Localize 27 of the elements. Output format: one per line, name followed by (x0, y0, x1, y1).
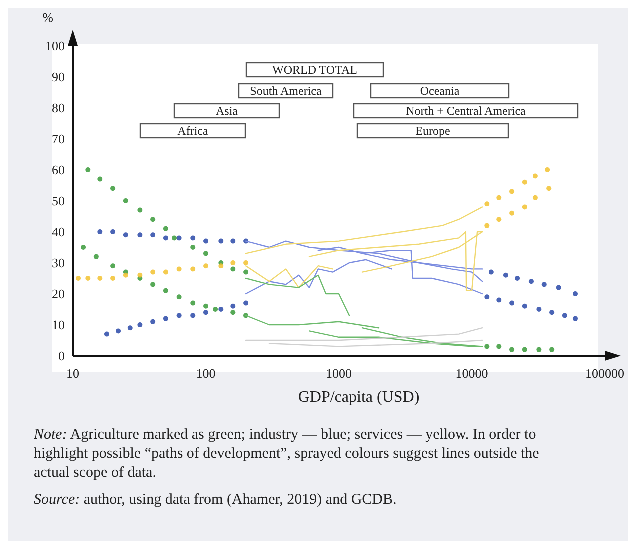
x-tick-label: 100000 (586, 366, 624, 381)
annotation: North + Central America (406, 104, 527, 118)
y-tick-label: 20 (52, 286, 65, 302)
annotation: Asia (216, 104, 239, 118)
annotation: WORLD TOTAL (272, 63, 358, 78)
x-axis-title: GDP/capita (USD) (298, 389, 420, 406)
y-tick-label: 100 (46, 38, 65, 54)
y-tick-label: 50 (52, 194, 65, 209)
x-tick-label: 100 (196, 366, 216, 381)
x-tick-label: 10 (66, 366, 80, 381)
source-note: Source: author, using data from (Ahamer, 2019) and GCDB. (34, 491, 398, 510)
y-tick-label: 40 (52, 224, 65, 240)
y-axis-title: % (42, 10, 54, 25)
y-tick-label: 70 (52, 132, 65, 147)
x-tick-label: 10000 (456, 366, 488, 381)
annotation: Europe (416, 124, 450, 138)
annotation: Oceania (420, 84, 460, 98)
y-tick-label: 10 (52, 318, 65, 333)
annotation: South America (250, 84, 322, 98)
y-tick-label: 30 (52, 256, 65, 271)
y-tick-label: 90 (52, 70, 65, 85)
y-tick-label: 60 (52, 162, 65, 178)
y-tick-label: 80 (52, 100, 65, 116)
x-tick-label: 1000 (326, 366, 352, 381)
text: Note: Agriculture marked as green; industry — blue; services — yellow. In order to highlight possible “paths of development”, sprayed colours suggest lines outside the actual scope of data. (34, 426, 540, 483)
annotation: Africa (178, 124, 209, 138)
y-tick-label: 0 (58, 348, 65, 364)
